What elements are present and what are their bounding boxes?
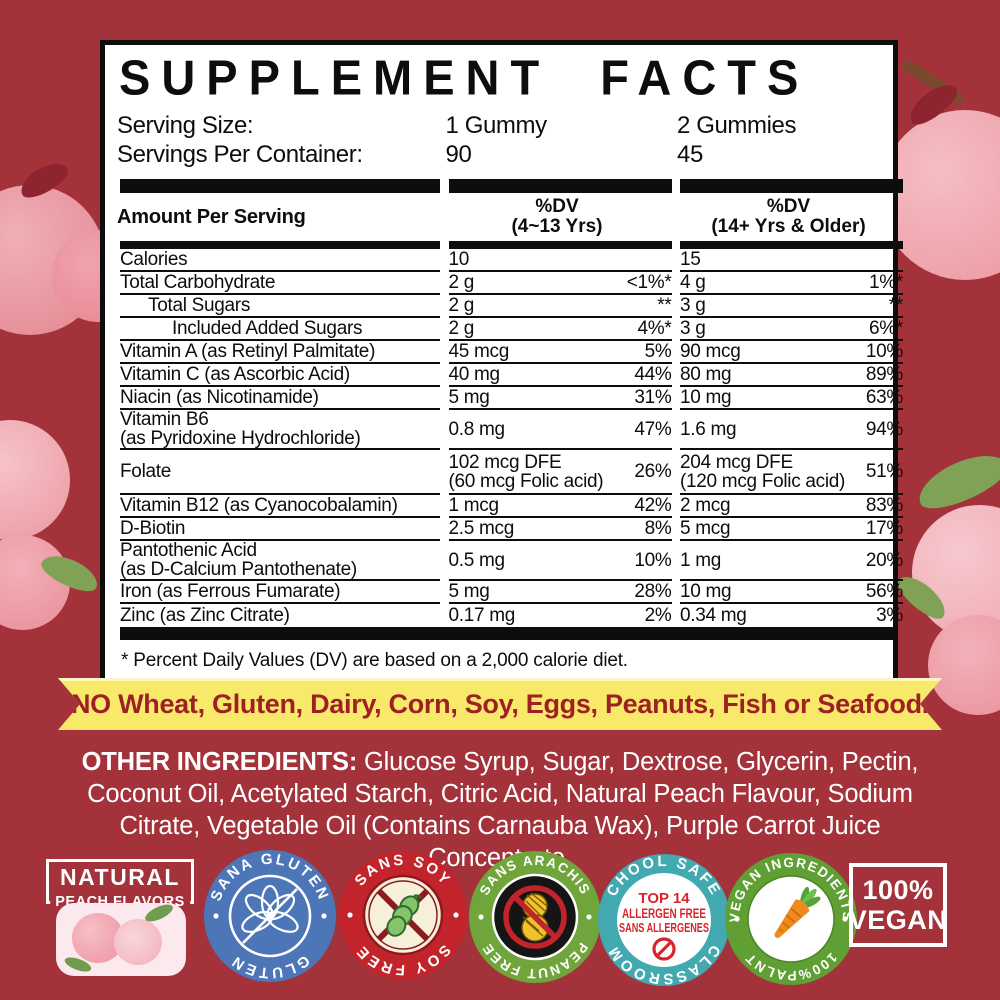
allergen-free-text: TOP 14 ALLERGEN FREE SANS ALLERGENES: [619, 890, 709, 935]
svg-text:TOP 14: TOP 14: [638, 890, 690, 907]
table-row: D-Biotin 2.5 mcg 8% 5 mcg 17%: [120, 518, 903, 541]
table-row: Vitamin B12 (as Cyanocobalamin) 1 mcg 42%…: [120, 495, 903, 518]
footnote-dv: * Percent Daily Values (DV) are based on…: [121, 650, 628, 671]
school-safe-badge: CHOOL SAFE CLASSROOM TOP 14 ALLERGEN FRE…: [598, 854, 730, 986]
vegan-100-badge: 100% VEGAN: [849, 863, 947, 947]
gluten-free-badge: SANA GLUTEN GLUTEN: [204, 850, 336, 982]
badges-row: NATURAL PEACH FLAVORS SANA GLUTEN GLUTEN: [0, 845, 1000, 995]
peach-slice-icon: [114, 919, 162, 965]
divider-bar: [120, 179, 903, 193]
divider-bar: [120, 241, 903, 249]
svg-text:ALLERGEN FREE: ALLERGEN FREE: [622, 906, 706, 921]
other-ingredients-label: OTHER INGREDIENTS:: [81, 748, 358, 776]
supplement-facts-panel: SUPPLEMENT FACTS Serving Size: Servings …: [100, 40, 903, 717]
table-row: Vitamin A (as Retinyl Palmitate) 45 mcg 5…: [120, 341, 903, 364]
table-row: Included Added Sugars 2 g 4%* 3 g 6%*: [120, 318, 903, 341]
table-row: Total Sugars 2 g ** 3 g **: [120, 295, 903, 318]
table-row: Zinc (as Zinc Citrate) 0.17 mg 2% 0.34 mg…: [120, 605, 903, 626]
serving-values-col2: 2 Gummies 45: [677, 112, 797, 168]
peach-illustration: [56, 903, 186, 976]
peach-decoration: [0, 420, 70, 540]
peanut-free-badge: SANS ARACHIS PEANUT FREE: [469, 851, 601, 983]
peach-decoration: [928, 615, 1000, 715]
table-row: Niacin (as Nicotinamide) 5 mg 31% 10 mg 63…: [120, 387, 903, 410]
vegan-100-line1: 100%: [862, 875, 934, 905]
allergen-free-banner: NO Wheat, Gluten, Dairy, Corn, Soy, Eggs…: [58, 678, 942, 730]
other-ingredients-text: Glucose Syrup, Sugar, Dextrose, Glycerin…: [87, 748, 919, 872]
panel-title: SUPPLEMENT FACTS: [119, 49, 810, 105]
crossed-out-peanut-icon: [503, 885, 567, 949]
dv-header-adults: %DV (14+ Yrs & Older): [711, 196, 866, 237]
vegan-100-line2: VEGAN: [848, 905, 948, 935]
serving-info: Serving Size: Servings Per Container: 1 …: [117, 111, 885, 169]
allergen-free-text: NO Wheat, Gluten, Dairy, Corn, Soy, Eggs…: [70, 688, 930, 719]
soy-free-badge: SANS SOY SOY FREE: [339, 851, 467, 979]
svg-text:SANS ALLERGENES: SANS ALLERGENES: [619, 921, 709, 935]
carrot-icon: [774, 886, 821, 938]
leaf-icon: [142, 903, 176, 925]
crossed-out-soybean-icon: [376, 888, 430, 942]
table-row: Iron (as Ferrous Fumarate) 5 mg 28% 10 mg…: [120, 581, 903, 604]
table-header: Amount Per Serving %DV (4~13 Yrs) %DV (1…: [117, 195, 885, 239]
wheat-leaf-icon: [228, 874, 312, 958]
natural-peach-flavors-badge: NATURAL PEACH FLAVORS: [46, 859, 194, 910]
natural-label: NATURAL: [60, 864, 180, 890]
divider-bar: [120, 627, 894, 640]
nutrient-table: Calories 10 15 Total Carbohydrate 2 g <1%…: [117, 249, 903, 627]
vegan-ingredients-badge: VEGAN INGREDIENTS 100%PALNT: [725, 853, 857, 985]
other-ingredients: OTHER INGREDIENTS: Glucose Syrup, Sugar,…: [70, 746, 930, 874]
inner-circle: [617, 873, 711, 967]
table-row: Total Carbohydrate 2 g <1%* 4 g 1%*: [120, 272, 903, 295]
amount-per-serving-label: Amount Per Serving: [117, 205, 306, 228]
table-row: Calories 10 15: [120, 249, 903, 272]
table-row: Folate 102 mcg DFE (60 mcg Folic acid) 26…: [120, 450, 903, 495]
table-row: Pantothenic Acid (as D-Calcium Pantothen…: [120, 540, 903, 581]
table-row: Vitamin C (as Ascorbic Acid) 40 mg 44% 80…: [120, 364, 903, 387]
prohibition-icon: [652, 937, 676, 961]
dv-header-kids: %DV (4~13 Yrs): [511, 196, 603, 237]
serving-values-col1: 1 Gummy 90: [445, 112, 548, 168]
serving-labels: Serving Size: Servings Per Container:: [117, 112, 363, 168]
table-row: Vitamin B6 (as Pyridoxine Hydrochloride)…: [120, 409, 903, 450]
